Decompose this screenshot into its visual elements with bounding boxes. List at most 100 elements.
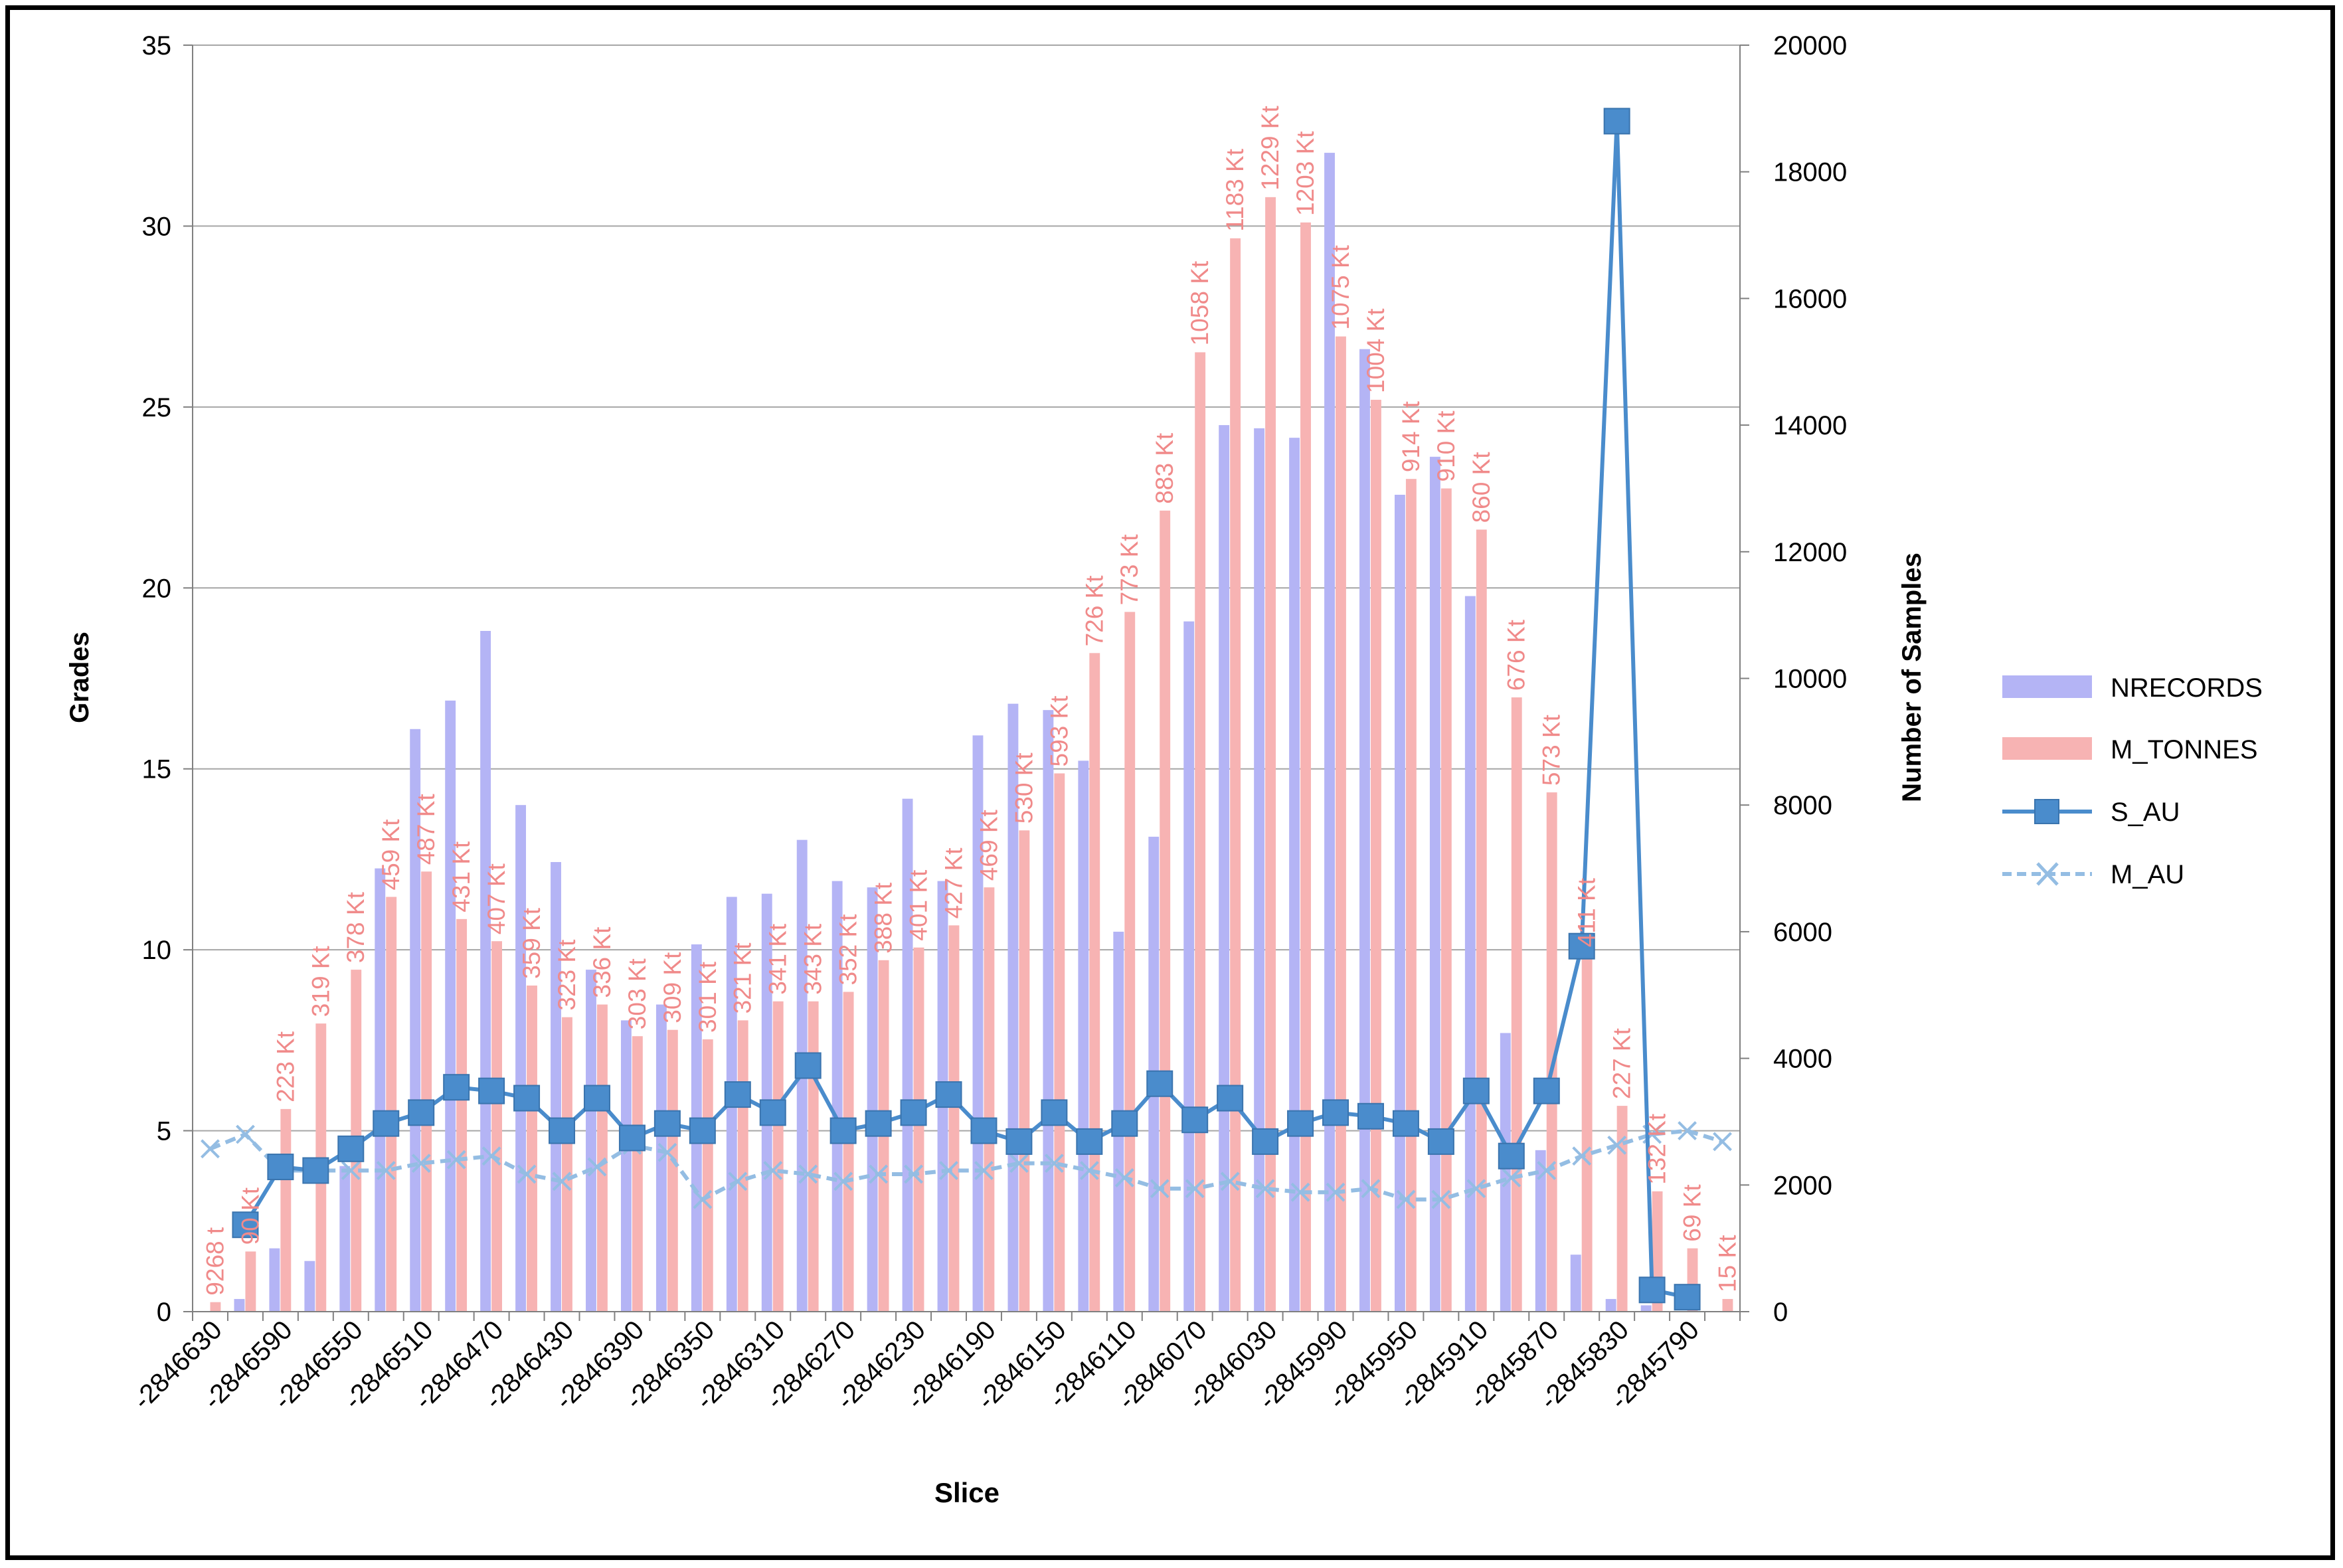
y-right-tick-label: 16000 bbox=[1773, 284, 1847, 313]
bar-nrecords bbox=[339, 1166, 351, 1312]
s-au-point bbox=[1005, 1128, 1033, 1155]
bar-nrecords bbox=[902, 798, 913, 1312]
bar-nrecords bbox=[1043, 710, 1054, 1312]
m-au-point bbox=[1079, 1161, 1099, 1180]
y-right-tick-label: 2000 bbox=[1773, 1171, 1832, 1200]
bar-m-tonnes bbox=[1054, 773, 1065, 1312]
y-left-tick-label: 20 bbox=[142, 574, 172, 603]
data-label: 359 Kt bbox=[518, 907, 545, 979]
m-au-point bbox=[869, 1164, 889, 1184]
legend-label-s-au: S_AU bbox=[2111, 798, 2180, 827]
s-au-point bbox=[232, 1211, 259, 1239]
bar-m-tonnes bbox=[596, 1004, 608, 1312]
m-au-point bbox=[411, 1154, 431, 1174]
m-au-point bbox=[763, 1161, 783, 1180]
data-label: 530 Kt bbox=[1010, 752, 1037, 824]
bar-m-tonnes bbox=[562, 1017, 572, 1312]
y-left-tick-label: 30 bbox=[142, 212, 172, 241]
data-label: 726 Kt bbox=[1081, 575, 1108, 647]
s-au-point bbox=[724, 1081, 751, 1108]
m-au-point bbox=[1044, 1154, 1064, 1174]
bar-m-tonnes bbox=[491, 941, 502, 1312]
data-label: 593 Kt bbox=[1045, 695, 1073, 767]
bar-m-tonnes bbox=[1546, 792, 1557, 1312]
m-au-point bbox=[1326, 1182, 1345, 1202]
s-au-point bbox=[1568, 932, 1595, 960]
s-au-point bbox=[935, 1081, 962, 1108]
data-label: 15 Kt bbox=[1714, 1235, 1741, 1292]
s-au-point bbox=[549, 1117, 576, 1144]
data-label: 301 Kt bbox=[694, 961, 721, 1033]
bar-m-tonnes bbox=[1195, 352, 1206, 1312]
data-label: 469 Kt bbox=[975, 810, 1002, 881]
bar-nrecords bbox=[1289, 438, 1300, 1312]
data-label: 1075 Kt bbox=[1327, 244, 1354, 329]
m-au-point bbox=[1114, 1168, 1134, 1187]
m-au-point bbox=[552, 1172, 572, 1191]
bar-m-tonnes bbox=[1616, 1106, 1628, 1312]
s-au-point bbox=[1041, 1099, 1068, 1126]
bar-m-tonnes bbox=[1089, 653, 1100, 1312]
bar-nrecords bbox=[445, 700, 456, 1312]
m-au-point bbox=[974, 1161, 994, 1180]
s-au-point bbox=[1533, 1077, 1560, 1104]
legend-label-m-au: M_AU bbox=[2111, 860, 2184, 889]
bar-nrecords bbox=[1359, 349, 1370, 1312]
y-right-tick-label: 18000 bbox=[1773, 158, 1847, 187]
m-au-point bbox=[1466, 1179, 1486, 1199]
data-label: 9268 t bbox=[201, 1227, 228, 1296]
legend-swatch-nrecords bbox=[2002, 675, 2092, 698]
bar-m-tonnes bbox=[1722, 1298, 1733, 1312]
m-au-point bbox=[517, 1164, 537, 1184]
bar-m-tonnes bbox=[1511, 697, 1522, 1312]
bar-m-tonnes bbox=[386, 897, 397, 1312]
bar-m-tonnes bbox=[1405, 479, 1417, 1312]
s-au-point bbox=[865, 1110, 892, 1137]
data-label: 910 Kt bbox=[1432, 410, 1460, 482]
bar-nrecords bbox=[551, 862, 561, 1312]
bar-nrecords bbox=[1254, 428, 1265, 1312]
y-axis-title-right: Number of Samples bbox=[1897, 553, 1927, 802]
y-left-tick-label: 25 bbox=[142, 393, 172, 422]
bar-m-tonnes bbox=[772, 1001, 784, 1312]
m-au-point bbox=[587, 1157, 607, 1177]
data-label: 69 Kt bbox=[1679, 1184, 1706, 1242]
data-labels: 9268 t 90 Kt 223 Kt 319 Kt 378 Kt 459 Kt 487 K… bbox=[201, 106, 1741, 1296]
bar-m-tonnes bbox=[1124, 612, 1136, 1312]
legend-label-nrecords: NRECORDS bbox=[2111, 673, 2263, 703]
bar-nrecords bbox=[586, 970, 596, 1312]
data-label: 343 Kt bbox=[800, 923, 827, 995]
data-label: 1058 Kt bbox=[1186, 260, 1213, 345]
data-label: 309 Kt bbox=[659, 952, 686, 1023]
s-au-point bbox=[478, 1077, 505, 1104]
bar-m-tonnes bbox=[984, 887, 995, 1312]
m-au-point bbox=[236, 1124, 255, 1144]
bar-m-tonnes bbox=[1336, 336, 1346, 1312]
m-au-point bbox=[1290, 1182, 1310, 1202]
s-au-point bbox=[1076, 1128, 1103, 1155]
m-au-point bbox=[201, 1139, 220, 1159]
s-au-point bbox=[1674, 1284, 1701, 1311]
bar-m-tonnes bbox=[1440, 488, 1452, 1312]
data-label: 773 Kt bbox=[1116, 534, 1143, 606]
s-au-point bbox=[689, 1117, 716, 1144]
bar-nrecords bbox=[1640, 1305, 1652, 1312]
m-au-point bbox=[904, 1164, 923, 1184]
data-label: 914 Kt bbox=[1397, 400, 1425, 472]
m-au-point bbox=[1150, 1179, 1170, 1199]
bar-nrecords bbox=[1183, 621, 1195, 1312]
s-au-point bbox=[1498, 1142, 1525, 1170]
bar-m-tonnes bbox=[421, 871, 432, 1312]
m-au-point bbox=[657, 1142, 677, 1162]
m-au-point bbox=[1537, 1161, 1557, 1180]
y-left-tick-label: 0 bbox=[157, 1298, 171, 1327]
data-label: 860 Kt bbox=[1468, 452, 1495, 523]
bar-m-tonnes bbox=[1300, 222, 1311, 1312]
y-right-tick-label: 12000 bbox=[1773, 538, 1847, 567]
bar-nrecords bbox=[1078, 760, 1089, 1312]
bar-nrecords bbox=[1570, 1255, 1581, 1312]
bar-m-tonnes bbox=[1581, 954, 1593, 1312]
bar-nrecords bbox=[1605, 1298, 1616, 1312]
legend-swatch-m-tonnes bbox=[2002, 737, 2092, 760]
bar-nrecords bbox=[1324, 153, 1335, 1312]
